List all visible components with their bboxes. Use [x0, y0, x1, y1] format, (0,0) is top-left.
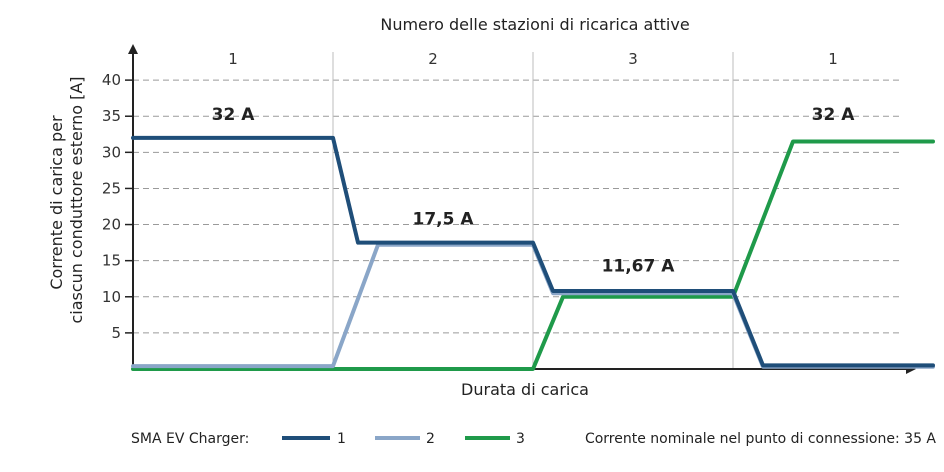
y-tick-label-20: 20 — [102, 216, 121, 234]
y-tick-label-25: 25 — [102, 179, 121, 197]
legend-prefix: SMA EV Charger: — [131, 431, 249, 447]
phase-labels: 1 2 3 1 — [228, 50, 838, 68]
y-axis-label-line-1: Corrente di carica per — [47, 115, 66, 290]
phase-label-1: 1 — [228, 50, 238, 68]
y-tick-label-30: 30 — [102, 143, 121, 161]
annotation-2: 17,5 A — [412, 210, 474, 230]
y-tick-label-5: 5 — [111, 324, 121, 342]
y-tick-label-35: 35 — [102, 107, 121, 125]
annotation-1: 32 A — [212, 105, 256, 125]
legend: SMA EV Charger: 1 2 3 Corrente nominale … — [131, 431, 936, 447]
y-axis-arrow — [128, 44, 138, 54]
phase-label-4: 1 — [828, 50, 838, 68]
phase-separators — [332, 52, 734, 369]
y-tick-label-10: 10 — [102, 288, 121, 306]
series-line-1 — [131, 135, 935, 368]
legend-label-2: 2 — [426, 431, 435, 447]
legend-note: Corrente nominale nel punto di connessio… — [585, 431, 936, 447]
axes — [128, 44, 916, 374]
annotation-3: 11,67 A — [602, 257, 676, 277]
chart-title: Numero delle stazioni di ricarica attive — [380, 15, 689, 34]
y-ticks: 5 10 15 20 25 30 35 40 — [102, 71, 133, 342]
annotations: 32 A 17,5 A 11,67 A 32 A — [212, 105, 856, 277]
series-line-3 — [131, 139, 935, 371]
phase-label-2: 2 — [428, 50, 438, 68]
y-tick-label-15: 15 — [102, 252, 121, 270]
x-axis-label: Durata di carica — [461, 380, 589, 399]
legend-label-1: 1 — [337, 431, 346, 447]
y-axis-label: Corrente di carica per ciascun conduttor… — [47, 76, 86, 323]
y-tick-label-40: 40 — [102, 71, 121, 89]
annotation-4: 32 A — [812, 105, 856, 125]
y-axis-label-line-2: ciascun conduttore esterno [A] — [67, 76, 86, 323]
phase-label-3: 3 — [628, 50, 638, 68]
legend-label-3: 3 — [516, 431, 525, 447]
series-lines — [131, 135, 935, 371]
